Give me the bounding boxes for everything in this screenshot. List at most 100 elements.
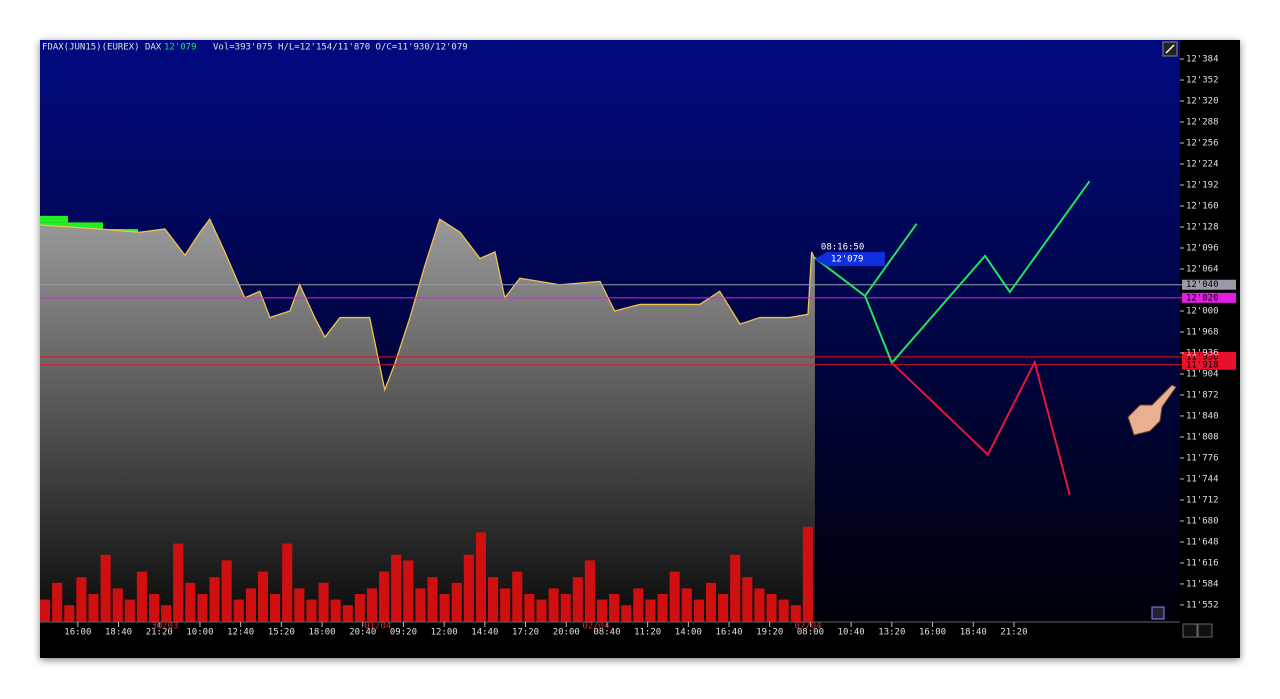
x-tick-label: 15:20 [268, 628, 295, 638]
scroll-right-button[interactable] [1197, 623, 1213, 638]
forecast-line [814, 223, 918, 298]
volume-bar [40, 599, 51, 622]
x-axis-panel [40, 622, 1180, 658]
volume-bar [282, 543, 293, 622]
level-tag [1182, 359, 1236, 370]
volume-bar [354, 594, 365, 622]
level-tag [1182, 279, 1236, 290]
volume-bar [693, 599, 704, 622]
volume-bar [778, 599, 789, 622]
pen-icon [1165, 44, 1175, 54]
volume-bar [173, 543, 184, 622]
volume-bar [88, 594, 99, 622]
volume-bar [270, 594, 281, 622]
volume-bar [366, 588, 378, 622]
x-tick-label: 10:00 [186, 628, 213, 638]
x-tick-label: 08:40 [593, 628, 620, 638]
x-tick-label: 16:00 [919, 628, 946, 638]
volume-bar [488, 577, 499, 622]
y-tick-label: 12'288 [1186, 118, 1219, 128]
y-tick-label: 12'128 [1186, 223, 1219, 233]
volume-bar [451, 582, 462, 622]
scroll-left-button[interactable] [1182, 623, 1198, 638]
volume-bar [391, 554, 402, 622]
symbol: FDAX(JUN15)(EUREX) DAX [42, 43, 162, 53]
y-tick-label: 12'096 [1186, 243, 1219, 253]
toggle-button[interactable] [1151, 606, 1165, 620]
y-tick-label: 11'616 [1186, 558, 1219, 568]
x-tick-label: 12:00 [431, 628, 458, 638]
x-tick-label: 20:40 [349, 628, 376, 638]
volume-bar [427, 577, 438, 622]
profile-bar [40, 222, 103, 229]
volume-bar [136, 571, 147, 622]
volume-bar [475, 532, 487, 622]
y-tick-label: 12'160 [1186, 202, 1219, 212]
volume-bar [379, 571, 390, 622]
y-tick-label: 11'584 [1186, 579, 1219, 589]
volume-bar [221, 560, 232, 622]
volume-bar [596, 599, 608, 622]
volume-bar [185, 582, 196, 622]
x-tick-label: 12:40 [227, 628, 254, 638]
volume-bar [802, 526, 813, 622]
volume-bar [197, 594, 208, 622]
y-tick-label: 11'968 [1186, 327, 1219, 337]
level-label: 12'040 [1186, 280, 1219, 290]
volume-bar [718, 594, 729, 622]
forecast-line [891, 359, 1071, 495]
y-tick-label: 12'000 [1186, 306, 1219, 316]
volume-bar [633, 588, 644, 622]
volume-bar [52, 582, 63, 622]
y-tick-label: 11'680 [1186, 516, 1219, 526]
volume-bar [766, 594, 777, 622]
y-tick-label: 11'552 [1186, 600, 1219, 610]
y-tick-label: 11'744 [1186, 474, 1219, 484]
volume-bar [330, 599, 341, 622]
volume-bar [645, 599, 656, 622]
volume-bar [257, 571, 269, 622]
y-tick-label: 11'936 [1186, 348, 1219, 358]
volume-bar [705, 582, 717, 622]
volume-bar [403, 560, 414, 622]
y-tick-label: 11'808 [1186, 432, 1219, 442]
y-tick-label: 11'776 [1186, 453, 1219, 463]
date-marker: 07/04 [794, 622, 821, 632]
y-axis-panel [1180, 40, 1240, 622]
x-tick-label: 18:00 [309, 628, 336, 638]
x-tick-label: 21:20 [1000, 628, 1027, 638]
y-tick-label: 12'064 [1186, 264, 1219, 274]
y-tick-label: 12'256 [1186, 139, 1219, 149]
volume-bar [161, 605, 172, 622]
hand-pointer-icon [1127, 384, 1177, 436]
volume-bar [209, 577, 220, 622]
y-tick-label: 12'384 [1186, 55, 1219, 65]
volume-bar [439, 594, 450, 622]
x-tick-label: 13:20 [878, 628, 905, 638]
y-tick-label: 12'224 [1186, 160, 1219, 170]
volume-bar [148, 594, 160, 622]
volume-bar [790, 605, 801, 622]
volume-bar [669, 571, 680, 622]
volume-bar [463, 554, 474, 622]
date-marker: 30/03 [151, 622, 178, 632]
volume-bar [124, 599, 135, 622]
y-tick-label: 11'712 [1186, 495, 1219, 505]
x-tick-label: 14:40 [471, 628, 498, 638]
price-area [40, 219, 815, 623]
volume-bar [233, 599, 244, 622]
x-tick-label: 18:40 [105, 628, 132, 638]
volume-bar [245, 588, 256, 622]
volume-bar [112, 588, 123, 622]
x-tick-label: 20:00 [553, 628, 580, 638]
volume-bar [560, 594, 571, 622]
level-tag [1182, 351, 1236, 362]
cursor-time: 08:16:50 [821, 243, 864, 253]
y-tick-label: 12'352 [1186, 76, 1219, 86]
date-marker: 01/04 [364, 622, 391, 632]
y-tick-label: 11'840 [1186, 411, 1219, 421]
volume-bar [742, 577, 753, 622]
level-label: 11'930 [1186, 352, 1219, 362]
